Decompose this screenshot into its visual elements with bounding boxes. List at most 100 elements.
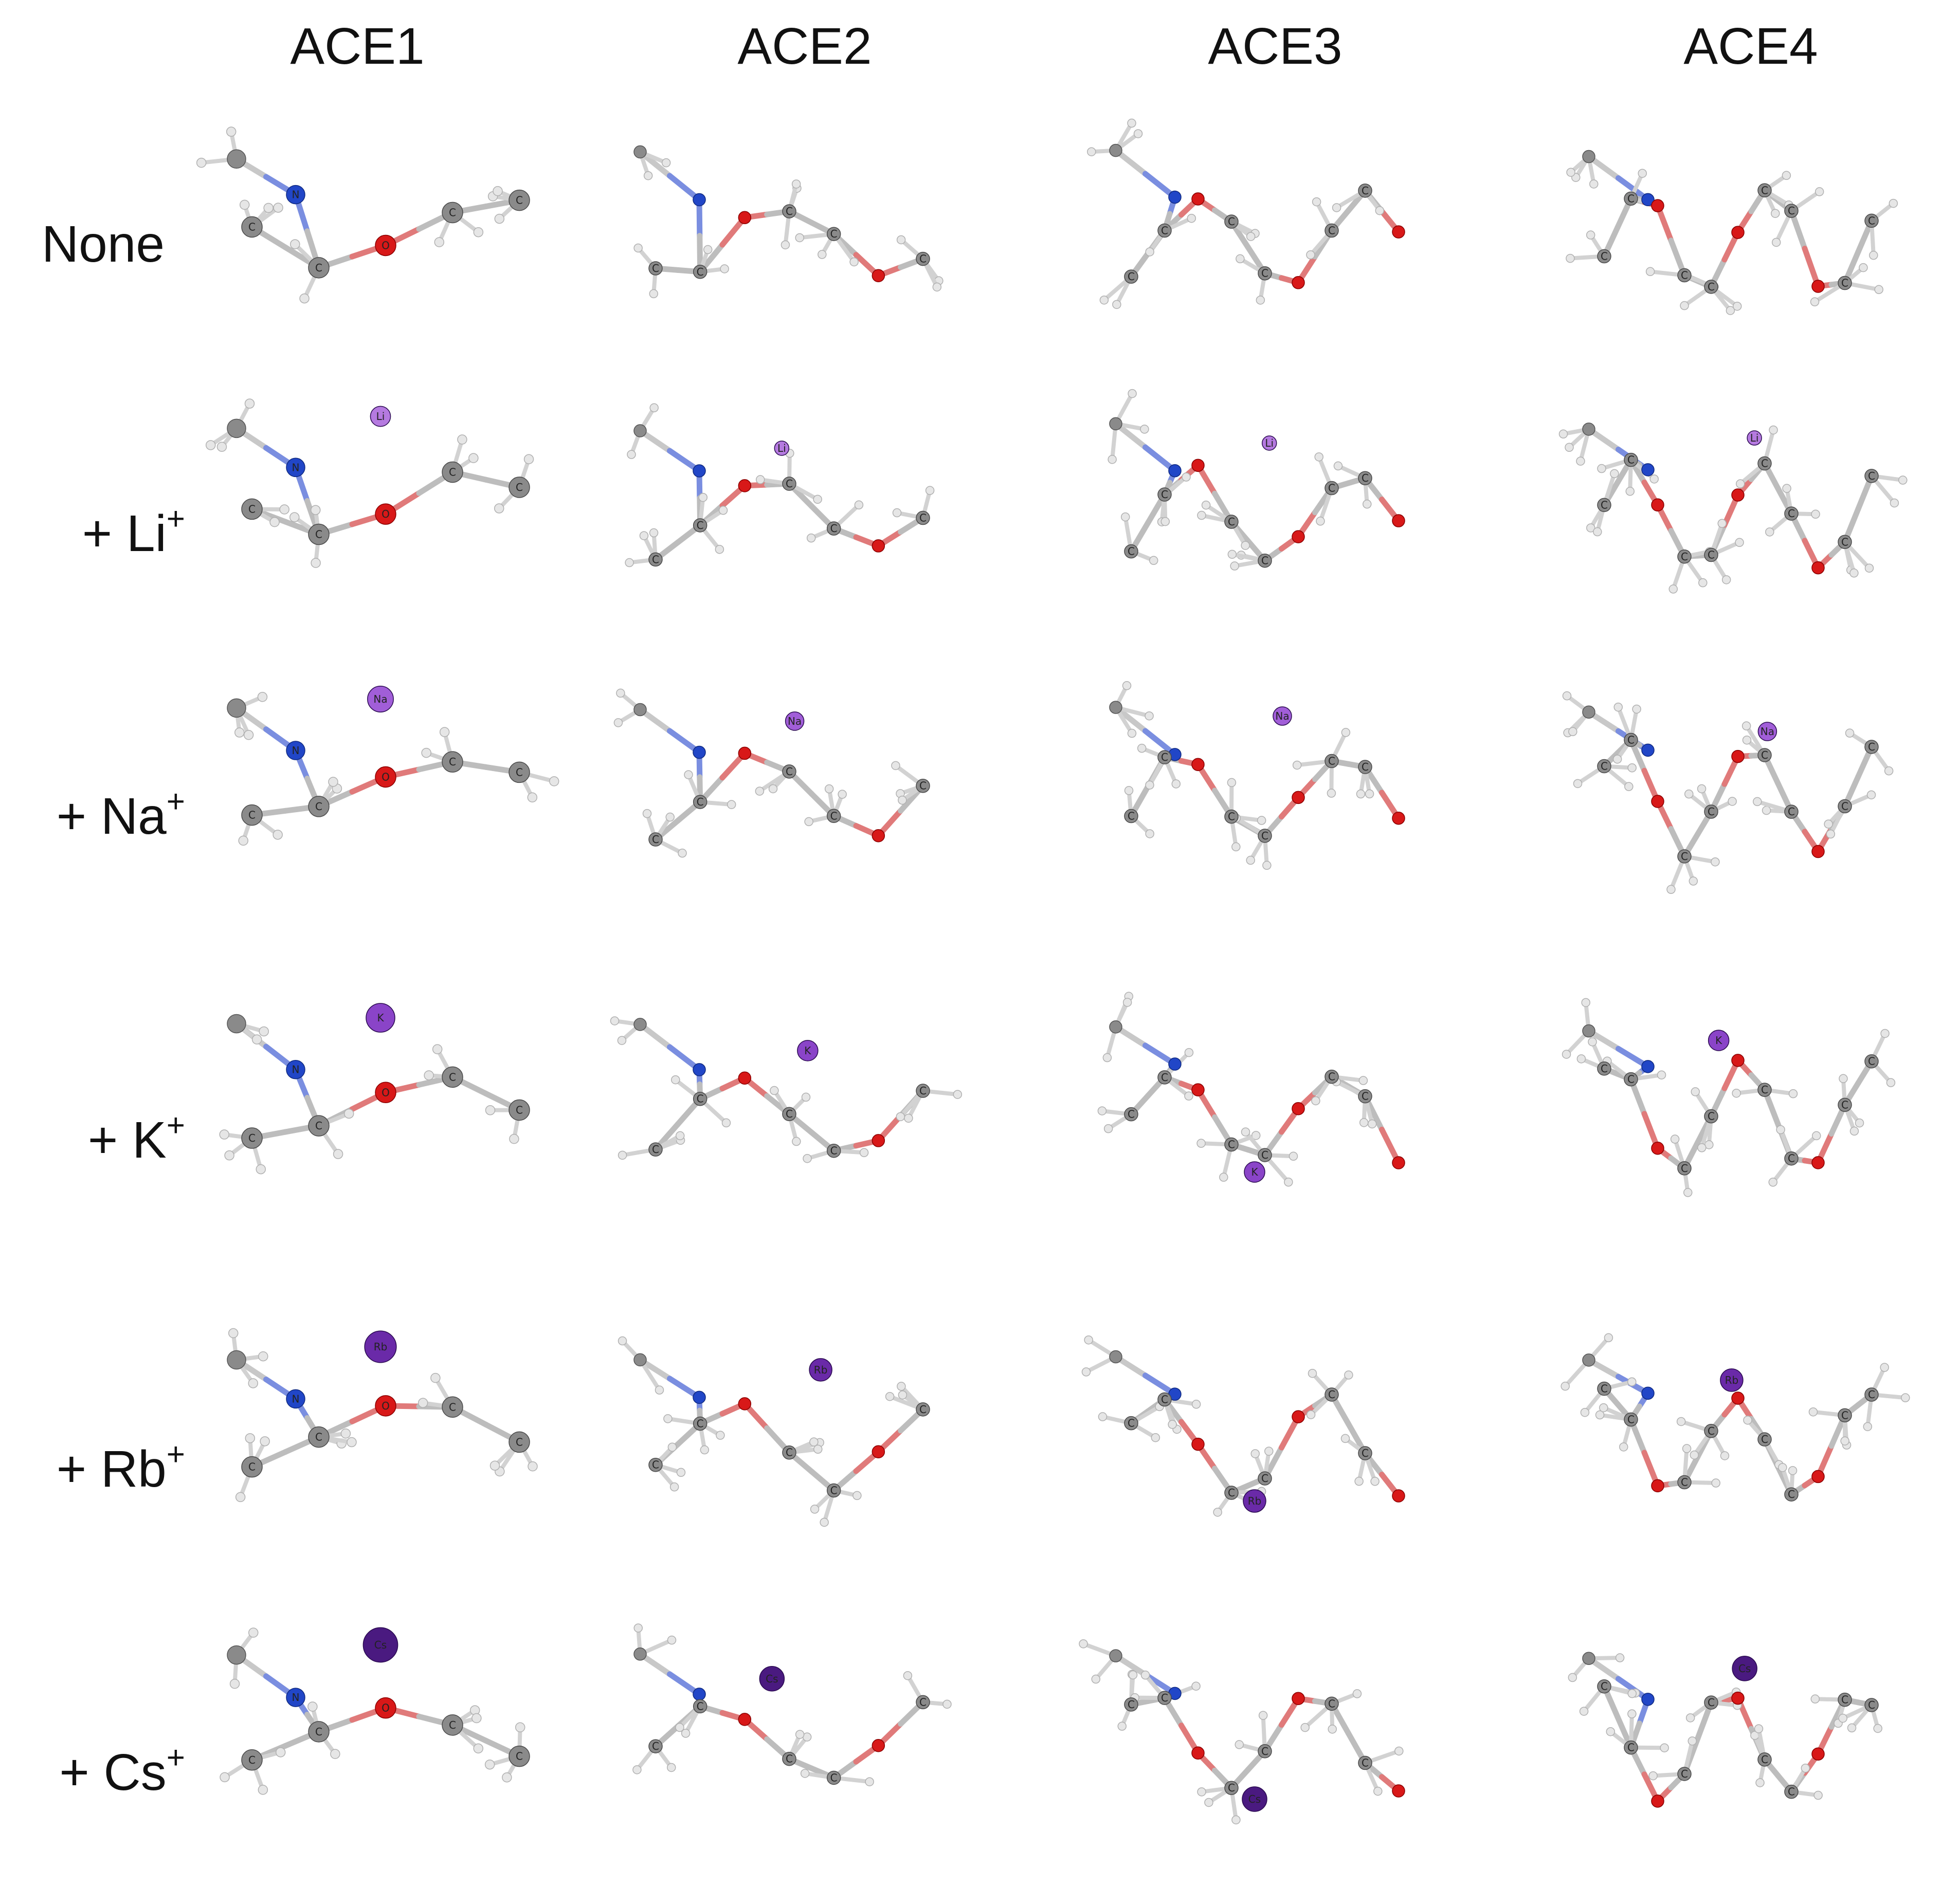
hydrogen-atoms (1568, 1653, 1882, 1800)
hydrogen-atom (1128, 1670, 1138, 1680)
atom-label: C (1841, 1694, 1848, 1706)
carbon-atom (1597, 759, 1611, 774)
oxygen-atom (1191, 1746, 1205, 1760)
hydrogen-atom (1874, 285, 1883, 295)
hydrogen-atom (1099, 295, 1109, 305)
atom-label: C (1601, 499, 1608, 511)
hydrogen-atom (616, 688, 625, 698)
carbon-atom (1324, 1069, 1339, 1084)
atom-label: C (786, 478, 793, 490)
oxygen-atom (375, 234, 396, 257)
atom-label: C (1761, 1753, 1768, 1766)
hydrogen-atom (1327, 789, 1336, 798)
hydrogen-atom (1117, 1722, 1127, 1731)
hydrogen-atom (903, 1671, 913, 1680)
oxygen-atom (1731, 488, 1745, 502)
hydrogen-atom (330, 1749, 340, 1759)
carbon-atom (241, 498, 263, 520)
hydrogen-atom (665, 812, 675, 822)
hydrogen-atom (663, 1414, 673, 1423)
hydrogen-atom (1690, 1450, 1699, 1460)
molecule-cell-ace3-row3: C C C C C C Na (1085, 658, 1445, 936)
hydrogen-atom (1562, 691, 1572, 701)
nitrogen-atom (286, 457, 305, 478)
atom-label: C (449, 756, 456, 768)
hydrogen-atom (1735, 538, 1744, 547)
heavy-atoms: N C C O C C (227, 418, 530, 545)
ion-sphere (785, 711, 805, 731)
carbon-atom (633, 1647, 647, 1661)
hydrogen-atom (633, 1623, 643, 1633)
hydrogen-atom (661, 158, 671, 168)
carbon-atom (648, 832, 663, 847)
atom-label: C (1841, 1409, 1848, 1421)
atom-label: C (697, 266, 704, 278)
molecule-bonds (1586, 154, 1875, 290)
ion-k: K (797, 1040, 819, 1061)
hydrogen-atom (515, 1722, 525, 1733)
carbon-atom (693, 518, 707, 533)
carbon-atom (916, 778, 930, 793)
hydrogen-atom (1627, 763, 1637, 773)
hydrogen-atom (1151, 1433, 1160, 1442)
molecule-cell-ace3-row6: C C C C C C Cs (1079, 1604, 1445, 1881)
hydrogen-atom (617, 1036, 627, 1045)
carbon-atom (1124, 1416, 1138, 1431)
hydrogen-atom (1612, 755, 1622, 764)
oxygen-atom (375, 503, 396, 525)
carbon-atom (1624, 1072, 1638, 1087)
ion-label: K (1715, 1034, 1722, 1047)
hydrogen-atom (1586, 230, 1595, 240)
hydrogen-atom (228, 1328, 239, 1339)
hydrogen-atom (891, 761, 900, 771)
molecule-bonds (1113, 1653, 1402, 1794)
hydrogen-atom (897, 1382, 906, 1391)
oxygen-atom (1392, 1784, 1405, 1798)
atom-label: C (1681, 850, 1688, 863)
ion-na: Na (1273, 706, 1292, 726)
hydrogen-atom (698, 492, 708, 502)
hydrogen-atom (1231, 1815, 1241, 1825)
hydrogen-atom (1625, 487, 1635, 496)
hydrogen-atoms (1114, 681, 1374, 870)
atom-label: C (1788, 205, 1795, 217)
carbon-atom (1324, 1696, 1339, 1711)
carbon-atom (1838, 535, 1852, 550)
carbon-atom (1864, 740, 1879, 754)
hydrogen-atom (1689, 876, 1698, 886)
hydrogen-atom (468, 453, 479, 463)
atom-label: C (1161, 751, 1168, 763)
hydrogen-atom (1097, 1106, 1107, 1115)
carbon-atom (1838, 276, 1852, 290)
hydrogen-atom (1627, 1377, 1637, 1386)
hydrogen-atom (681, 1729, 691, 1738)
hydrogen-atom (1593, 527, 1602, 537)
hydrogen-atom (1684, 789, 1694, 799)
carbon-atom (1838, 1097, 1852, 1112)
carbon-atom (442, 202, 463, 224)
molecule-cell-ace3-row5: C C C C C C Rb (1081, 1306, 1445, 1583)
atom-label: C (1228, 1782, 1235, 1794)
atom-label: C (1261, 1149, 1268, 1161)
carbon-atom (308, 523, 330, 545)
hydrogen-atom (627, 450, 636, 459)
carbon-atom (1258, 829, 1272, 843)
hydrogen-atom (1120, 512, 1130, 522)
hydrogen-atom (813, 495, 822, 504)
carbon-atom (1582, 1353, 1595, 1367)
hydrogen-atom (489, 1460, 500, 1471)
hydrogen-atom (1149, 556, 1158, 565)
hydrogen-atom (768, 784, 778, 794)
hydrogen-atom (224, 1150, 234, 1161)
carbon-atom (1358, 1446, 1372, 1460)
oxygen-atom (1811, 845, 1825, 858)
hydrogen-atom (1624, 782, 1634, 791)
heavy-atoms: N C C O C C (227, 698, 530, 826)
hydrogen-atom (1314, 452, 1323, 462)
hydrogen-atom (649, 528, 659, 538)
molecule-cell-ace4-row2: C C C C C C C C Li (1558, 375, 1918, 653)
carbon-atom (1784, 204, 1799, 218)
carbon-atom (1109, 417, 1122, 431)
hydrogen-atom (1683, 1188, 1693, 1197)
atom-label: O (382, 1086, 390, 1098)
